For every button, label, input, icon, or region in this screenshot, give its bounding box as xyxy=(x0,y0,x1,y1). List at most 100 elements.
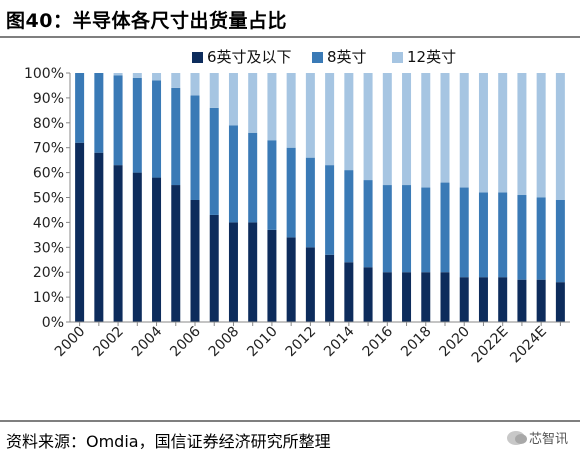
chart-title: 图40：半导体各尺寸出货量占比 xyxy=(6,10,287,32)
legend-label: 8英寸 xyxy=(327,48,367,66)
stacked-bar-chart: 6英寸及以下 8英寸 12英寸 0% 10% 20% 30% 40% 50% 60% 70% 80%… xyxy=(24,48,570,367)
bar-segment-six-inch xyxy=(132,172,142,322)
bar-segment-eight-inch xyxy=(113,75,123,166)
bar-segment-six-inch xyxy=(459,277,469,322)
bar-segment-six-inch xyxy=(498,277,508,322)
bar-segment-eight-inch xyxy=(190,95,200,200)
bar-segment-six-inch xyxy=(286,237,296,322)
bar-segment-six-inch xyxy=(209,214,219,322)
bar-segment-six-inch xyxy=(94,152,104,322)
bar-segment-twelve-inch xyxy=(402,73,412,186)
bar-segment-eight-inch xyxy=(363,180,373,268)
bar-segment-twelve-inch xyxy=(344,73,354,171)
bar-segment-eight-inch xyxy=(305,157,315,248)
bar-segment-eight-inch xyxy=(555,199,565,283)
bar-segment-twelve-inch xyxy=(228,73,238,126)
bar-segment-twelve-inch xyxy=(132,73,142,78)
x-tick-label: 2020 xyxy=(437,324,474,361)
bar-segment-six-inch xyxy=(248,222,258,322)
legend-swatch xyxy=(392,52,403,63)
x-tick-label: 2008 xyxy=(206,324,243,361)
bottom-divider xyxy=(0,420,580,422)
bar-segment-twelve-inch xyxy=(190,73,200,96)
x-tick-label: 2010 xyxy=(244,324,281,361)
y-tick-label: 30% xyxy=(33,240,64,256)
bar-segment-eight-inch xyxy=(75,73,85,143)
bar-segment-eight-inch xyxy=(478,192,488,278)
y-tick-label: 80% xyxy=(33,116,64,132)
bar-segment-six-inch xyxy=(152,177,162,322)
bar-segment-twelve-inch xyxy=(152,73,162,81)
bar-segment-six-inch xyxy=(344,262,354,322)
bar-segment-eight-inch xyxy=(228,125,238,223)
bar-segment-twelve-inch xyxy=(267,73,277,141)
bar-segment-six-inch xyxy=(536,279,546,322)
bar-segment-six-inch xyxy=(421,272,431,322)
bar-segment-twelve-inch xyxy=(478,73,488,193)
bar-segment-twelve-inch xyxy=(555,73,565,200)
source-note: 资料来源：Omdia，国信证券经济研究所整理 xyxy=(6,432,331,451)
bar-segment-six-inch xyxy=(555,282,565,322)
bar-segment-six-inch xyxy=(382,272,392,322)
bar-segment-six-inch xyxy=(171,185,181,322)
x-tick-label: 2004 xyxy=(129,323,166,360)
bar-segment-twelve-inch xyxy=(382,73,392,186)
x-tick-label: 2016 xyxy=(360,323,397,360)
bar-segment-eight-inch xyxy=(171,87,181,186)
y-tick-label: 40% xyxy=(33,215,64,231)
bar-segment-twelve-inch xyxy=(459,73,469,188)
bar-segment-eight-inch xyxy=(152,80,162,178)
bar-segment-eight-inch xyxy=(267,140,277,230)
y-tick-label: 0% xyxy=(42,315,64,331)
bar-segment-twelve-inch xyxy=(517,73,527,196)
bar-segment-twelve-inch xyxy=(305,73,315,158)
bar-segment-eight-inch xyxy=(421,187,431,273)
y-tick-label: 90% xyxy=(33,91,64,107)
y-tick-label: 100% xyxy=(24,66,64,82)
bar-segment-twelve-inch xyxy=(440,73,450,183)
bar-segment-six-inch xyxy=(363,267,373,322)
x-tick-label: 2014 xyxy=(321,323,358,360)
bar-segment-eight-inch xyxy=(248,132,258,223)
bar-segment-eight-inch xyxy=(344,170,354,263)
wechat-icon xyxy=(506,430,527,445)
bar-segment-six-inch xyxy=(478,277,488,322)
legend: 6英寸及以下 8英寸 12英寸 xyxy=(192,48,456,66)
x-tick-label: 2024E xyxy=(507,324,550,367)
x-tick-label: 2012 xyxy=(283,324,320,361)
y-tick-label: 50% xyxy=(33,191,64,207)
bar-segment-six-inch xyxy=(75,142,85,322)
y-tick-label: 20% xyxy=(33,265,64,281)
bar-segment-twelve-inch xyxy=(171,73,181,88)
bar-segment-six-inch xyxy=(402,272,412,322)
watermark: 芯智讯 xyxy=(506,428,568,447)
top-divider xyxy=(0,36,580,38)
bars xyxy=(75,73,565,322)
bar-segment-eight-inch xyxy=(209,107,219,215)
y-axis: 0% 10% 20% 30% 40% 50% 60% 70% 80% 90% 100% xyxy=(24,66,71,331)
bar-segment-twelve-inch xyxy=(421,73,431,188)
bar-segment-eight-inch xyxy=(517,195,527,280)
x-tick-label: 2002 xyxy=(90,324,127,361)
x-tick-label: 2006 xyxy=(167,323,204,360)
bar-segment-twelve-inch xyxy=(286,73,296,148)
y-tick-label: 60% xyxy=(33,166,64,182)
legend-swatch xyxy=(192,52,203,63)
bar-segment-twelve-inch xyxy=(325,73,335,166)
legend-swatch xyxy=(312,52,323,63)
bar-segment-six-inch xyxy=(517,279,527,322)
bar-segment-six-inch xyxy=(113,165,123,322)
bar-segment-eight-inch xyxy=(94,73,104,153)
watermark-text: 芯智讯 xyxy=(528,432,568,447)
bar-segment-six-inch xyxy=(305,247,315,322)
bar-segment-six-inch xyxy=(440,272,450,322)
bar-segment-eight-inch xyxy=(325,165,335,255)
bar-segment-twelve-inch xyxy=(363,73,373,181)
y-tick-label: 70% xyxy=(33,141,64,157)
x-tick-label: 2022E xyxy=(469,324,512,367)
bar-segment-eight-inch xyxy=(459,187,469,278)
y-tick-label: 10% xyxy=(33,290,64,306)
bar-segment-twelve-inch xyxy=(536,73,546,198)
legend-label: 6英寸及以下 xyxy=(207,48,292,66)
bar-segment-six-inch xyxy=(267,229,277,322)
